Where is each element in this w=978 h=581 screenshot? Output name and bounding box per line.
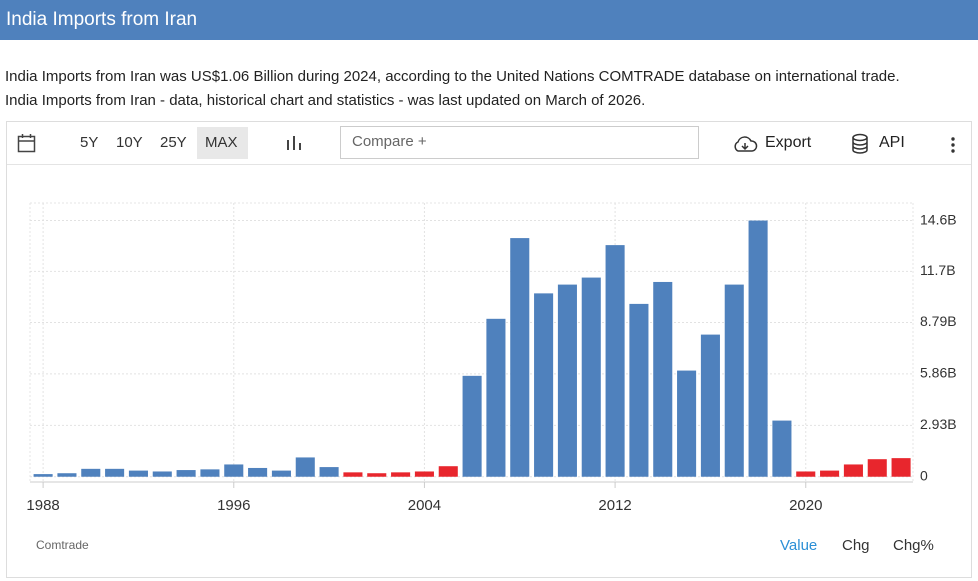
bar [510,238,530,477]
bar [176,470,196,477]
tab[interactable]: Chg% [893,537,934,554]
range-button[interactable]: MAX [205,134,238,151]
source: Comtrade [36,538,89,552]
bar [462,375,482,477]
bar [343,472,363,477]
range-active [197,127,248,159]
bar [414,471,434,477]
bar [867,459,887,477]
x-tick-label: 1988 [26,497,59,514]
bar [295,457,315,477]
bar [486,318,506,477]
bar [796,471,816,477]
description: India Imports from Iran was US$1.06 Bill… [5,68,900,85]
range-button[interactable]: 5Y [80,134,99,151]
y-tick-label: 2.93B [920,416,957,432]
bar [605,245,625,477]
y-tick-label: 8.79B [920,313,957,329]
bar [700,334,720,477]
bar [248,467,268,477]
bar [200,469,220,477]
x-tick-label: 2004 [408,497,441,514]
y-tick-label: 11.7B [920,262,956,278]
tab[interactable]: Value [780,537,818,554]
menu-icon[interactable] [949,136,957,154]
page-title: India Imports from Iran [6,9,198,30]
x-tick-label: 1996 [217,497,250,514]
bar [557,284,577,477]
bar [772,420,792,477]
bar [105,468,125,477]
api-button[interactable]: API [879,134,905,151]
bar [81,468,101,477]
chart-type-icon[interactable] [285,134,303,152]
tab[interactable]: Chg [842,537,870,554]
bar [224,464,244,477]
toolbar [7,122,971,165]
bar [677,370,697,477]
bar [391,472,411,477]
compare-input[interactable] [340,126,699,159]
bar [891,458,911,477]
y-tick-label: 0 [920,467,928,483]
bar [843,464,863,477]
bar [653,281,673,477]
bar [629,303,649,477]
bar [581,277,601,477]
header: India Imports from Iran [0,0,978,40]
bar [748,220,768,477]
export-icon[interactable] [732,135,758,155]
compare-placeholder: Compare + [352,133,427,150]
bar [319,467,339,477]
api-icon[interactable] [850,133,870,155]
description: India Imports from Iran - data, historic… [5,92,646,109]
bar [820,470,840,477]
bar [128,470,148,477]
calendar-icon[interactable] [17,133,37,155]
export-button[interactable]: Export [765,134,812,151]
x-tick-label: 2020 [789,497,822,514]
range-button[interactable]: 10Y [116,134,143,151]
bar [438,466,458,477]
bar [271,470,291,477]
bar [724,284,744,477]
chart: 0 2.93B 5.86B 8.79B 11.7B 14.6B 1988 1996 2004 20… [26,202,957,514]
bar [534,293,554,477]
y-tick-label: 14.6B [920,211,957,227]
range-button[interactable]: 25Y [160,134,187,151]
bar [152,471,172,477]
x-tick-label: 2012 [598,497,631,514]
bar [57,473,77,477]
bar [33,474,53,477]
bar [367,473,387,477]
y-tick-label: 5.86B [920,365,957,381]
chart-panel [6,121,972,578]
